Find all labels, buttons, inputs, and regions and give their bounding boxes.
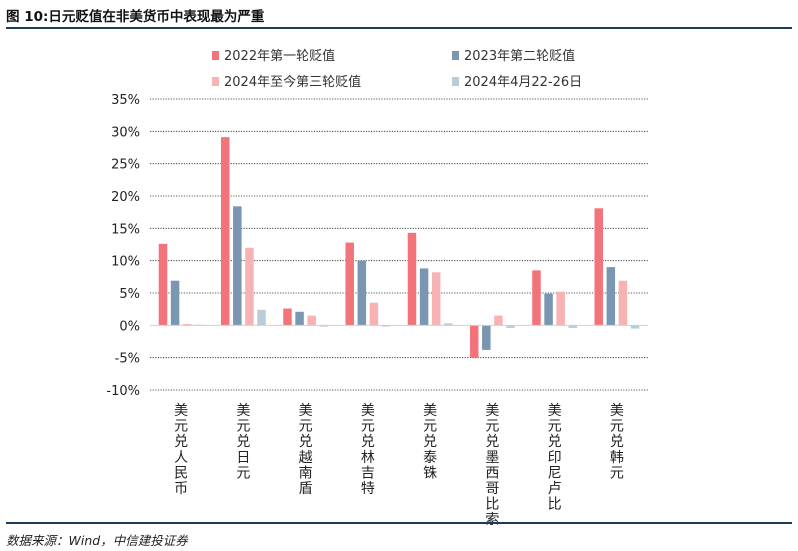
bar-1-6 (469, 325, 479, 358)
y-tick-label: -5% (115, 352, 140, 367)
x-category-label: 美元兑墨西哥比索 (485, 403, 499, 528)
y-tick-label: 25% (111, 158, 140, 173)
y-tick-label: -10% (106, 384, 140, 399)
x-category-label: 美元兑日元 (236, 403, 250, 481)
bar-2-1 (170, 280, 180, 326)
bar-3-2 (245, 247, 254, 326)
bar-2-8 (606, 267, 616, 326)
x-category-label: 美元兑泰铢 (423, 403, 437, 481)
y-tick-label: 30% (111, 125, 140, 140)
bar-2-4 (357, 260, 367, 326)
bar-2-2 (233, 206, 242, 326)
legend-swatch-4 (452, 77, 459, 86)
bar-2-6 (482, 325, 491, 350)
bottom-rule (6, 522, 792, 524)
legend-label-1: 2022年第一轮贬值 (224, 48, 335, 64)
bar-4-6 (506, 325, 515, 328)
y-tick-label: 20% (111, 190, 140, 205)
bar-1-3 (283, 308, 292, 326)
legend-label-2: 2023年第二轮贬值 (464, 48, 575, 64)
y-tick-label: 15% (111, 222, 140, 237)
bar-2-7 (544, 293, 553, 326)
bar-4-8 (630, 325, 640, 329)
y-tick-label: 0% (119, 319, 140, 334)
bar-1-2 (220, 137, 230, 326)
top-rule (6, 27, 792, 29)
bar-3-3 (307, 315, 316, 326)
bar-3-4 (369, 302, 379, 326)
bar-4-5 (444, 323, 453, 326)
x-axis-labels: 美元兑人民币 美元兑日元 美元兑越南盾 美元兑林吉特 美元兑泰铢 美元兑墨西哥比索 美元兑印… (174, 403, 624, 528)
bar-1-8 (594, 208, 603, 326)
legend-label-3: 2024年至今第三轮贬值 (224, 74, 361, 90)
bar-4-3 (319, 325, 329, 327)
bar-2-5 (419, 268, 429, 326)
legend: 2022年第一轮贬值 2023年第二轮贬值 2024年至今第三轮贬值 2024年4月2… (212, 48, 582, 90)
bar-1-4 (345, 242, 354, 326)
legend-label-4: 2024年4月22-26日 (464, 75, 582, 90)
figure-title: 图 10:日元贬值在非美货币中表现最为严重 (6, 9, 265, 25)
x-category-label: 美元兑越南盾 (299, 403, 313, 497)
bar-3-6 (494, 315, 503, 326)
x-category-label: 美元兑韩元 (610, 403, 624, 481)
legend-swatch-2 (452, 51, 459, 60)
x-category-label: 美元兑印尼卢比 (548, 403, 562, 513)
bars (158, 137, 640, 358)
bar-3-1 (182, 324, 192, 326)
bar-1-1 (158, 243, 168, 326)
x-category-label: 美元兑人民币 (174, 403, 188, 497)
bar-4-7 (568, 325, 578, 328)
legend-swatch-1 (212, 51, 219, 60)
x-category-label: 美元兑林吉特 (361, 403, 375, 497)
bar-3-5 (431, 272, 441, 326)
y-tick-label: 10% (111, 255, 140, 270)
legend-swatch-3 (212, 77, 219, 86)
bar-4-4 (381, 325, 391, 327)
bar-1-5 (407, 232, 417, 326)
bar-3-8 (618, 280, 628, 326)
y-axis-ticks: -10% -5% 0% 5% 10% 15% 20% 25% 30% 35% (106, 93, 140, 399)
bar-3-7 (556, 291, 565, 326)
bar-2-3 (295, 311, 304, 326)
source-note: 数据来源：Wind，中信建投证券 (6, 533, 188, 548)
bar-1-7 (532, 270, 541, 326)
bar-4-2 (257, 309, 266, 326)
y-tick-label: 35% (111, 93, 140, 108)
y-tick-label: 5% (119, 287, 140, 302)
